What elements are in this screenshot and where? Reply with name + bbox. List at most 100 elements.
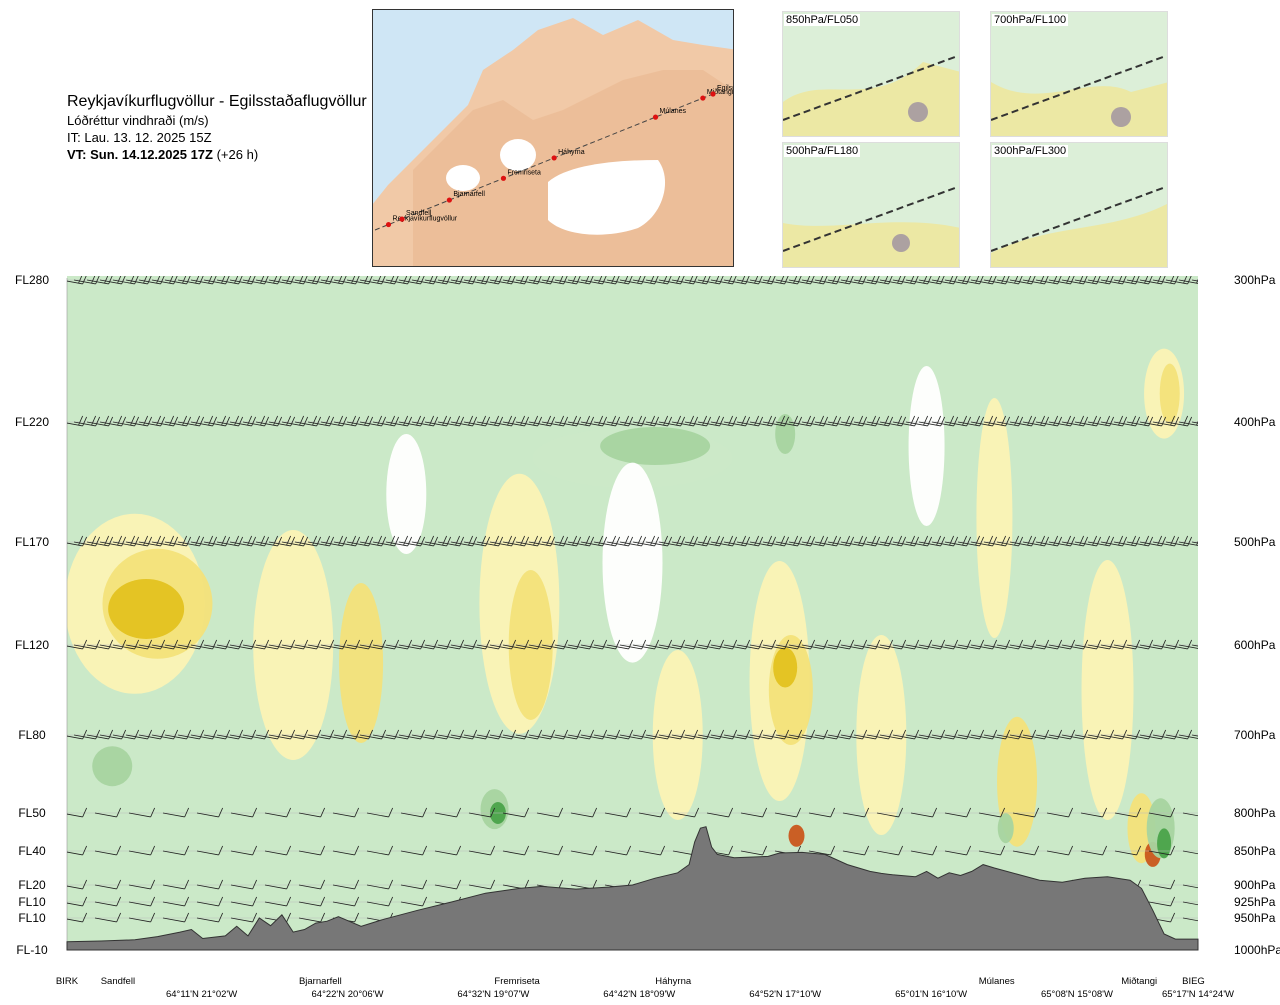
wind-barb [606, 535, 634, 547]
wind-barb [162, 807, 190, 818]
wind-barb [437, 729, 465, 740]
wind-barb [151, 535, 179, 547]
wind-barb [944, 807, 972, 818]
waypoint-label: Múlanes [979, 976, 1015, 987]
wind-barb [372, 535, 400, 547]
waypoint-label: Bjarnarfell [299, 976, 342, 987]
wind-barb [736, 729, 764, 740]
field-contour-neutral [386, 434, 427, 554]
wind-barb [983, 276, 1010, 285]
wind-barb [749, 535, 777, 547]
wind-barb [73, 639, 101, 650]
wind-barb [645, 276, 672, 285]
waypoint-label: Háhyrna [655, 976, 692, 987]
wind-barb [372, 729, 400, 740]
wind-barb [853, 639, 881, 650]
wind-barb [320, 415, 348, 427]
wind-barb [528, 276, 555, 285]
wind-barb [736, 535, 764, 547]
wind-barb [1191, 279, 1198, 282]
wind-barb [866, 535, 894, 547]
wind-barb [229, 729, 257, 740]
wind-barb [489, 729, 517, 740]
wind-barb [264, 896, 292, 907]
wind-barb [1165, 276, 1192, 285]
wind-barb [1152, 535, 1180, 547]
wind-barb [1165, 639, 1193, 650]
wind-barb [910, 845, 938, 856]
wind-barb [346, 276, 373, 285]
wind-barb [138, 415, 166, 427]
mini-map-850-svg [783, 12, 959, 136]
waypoint-label: Sandfell [101, 976, 135, 987]
wind-barb [554, 276, 581, 285]
map-waypoint-label: Egilssta [717, 85, 734, 92]
mini-map-500: 500hPa/FL180 [782, 142, 960, 268]
wind-barb [216, 276, 243, 285]
field-contour-moderate-down [775, 414, 796, 454]
wind-barb [619, 415, 647, 427]
glacier-langjokull [446, 165, 480, 191]
wind-barb [398, 729, 426, 740]
wind-barb [918, 729, 946, 740]
wind-barb [931, 729, 959, 740]
wind-barb [196, 896, 224, 907]
wind-barb [554, 415, 582, 427]
wind-barb [1126, 415, 1154, 427]
wind-barb [268, 535, 296, 547]
wind-barb [86, 415, 114, 427]
vertical-velocity-field [67, 276, 1198, 950]
wind-barb [1182, 917, 1198, 922]
wind-barb [710, 535, 738, 547]
wind-barb [658, 535, 686, 547]
wind-barb [1165, 729, 1193, 740]
parameter-label: Lóðréttur vindhraði (m/s) [67, 113, 209, 128]
wind-barb [298, 879, 326, 890]
wind-barb [892, 415, 920, 427]
wind-barb [346, 535, 374, 547]
wind-barb [1009, 535, 1037, 547]
wind-barb [740, 845, 768, 856]
wind-barb [1035, 276, 1062, 285]
hpa-tick-label: 925hPa [1234, 895, 1276, 909]
wind-barb [94, 845, 122, 856]
wind-barb [268, 639, 296, 650]
wind-barb [970, 415, 998, 427]
wind-barb [332, 879, 360, 890]
field-contour-moderate-up [1159, 363, 1180, 424]
wind-barb [196, 845, 224, 856]
wind-barb [697, 535, 725, 547]
wind-barb [515, 729, 543, 740]
hpa-tick-label: 300hPa [1234, 273, 1276, 287]
wind-barb [112, 276, 139, 285]
wind-barb [86, 639, 114, 650]
wind-barb [697, 415, 725, 427]
hpa-tick-label: 400hPa [1234, 415, 1276, 429]
wind-barb [359, 639, 387, 650]
wind-barb [879, 535, 907, 547]
wind-barb [1191, 421, 1198, 424]
wind-barb [957, 729, 985, 740]
terrain-profile [66, 826, 1199, 951]
wind-barb [749, 415, 777, 427]
fl-tick-label: FL80 [18, 728, 46, 742]
wind-barb [151, 729, 179, 740]
wind-barb [684, 535, 712, 547]
wind-barb [671, 276, 698, 285]
wind-barb [1074, 535, 1102, 547]
wind-barb [740, 807, 768, 818]
wind-barb [1022, 276, 1049, 285]
wind-barb [645, 729, 673, 740]
flight-level-axis: FL280 FL220 FL170 FL120 FL80 FL50 FL40 FL20 FL10… [15, 273, 49, 957]
fl-tick-label: FL40 [18, 844, 46, 858]
wind-barb [203, 276, 230, 285]
wind-barb [476, 415, 504, 427]
flight-route-line [374, 93, 714, 231]
wind-barb [1087, 415, 1115, 427]
wind-barb [1178, 644, 1198, 649]
wind-barb [996, 729, 1024, 740]
wind-barb [910, 807, 938, 818]
map-waypoint-dot [500, 175, 507, 181]
wind-barb [671, 415, 699, 427]
hpa-tick-label: 700hPa [1234, 728, 1276, 742]
